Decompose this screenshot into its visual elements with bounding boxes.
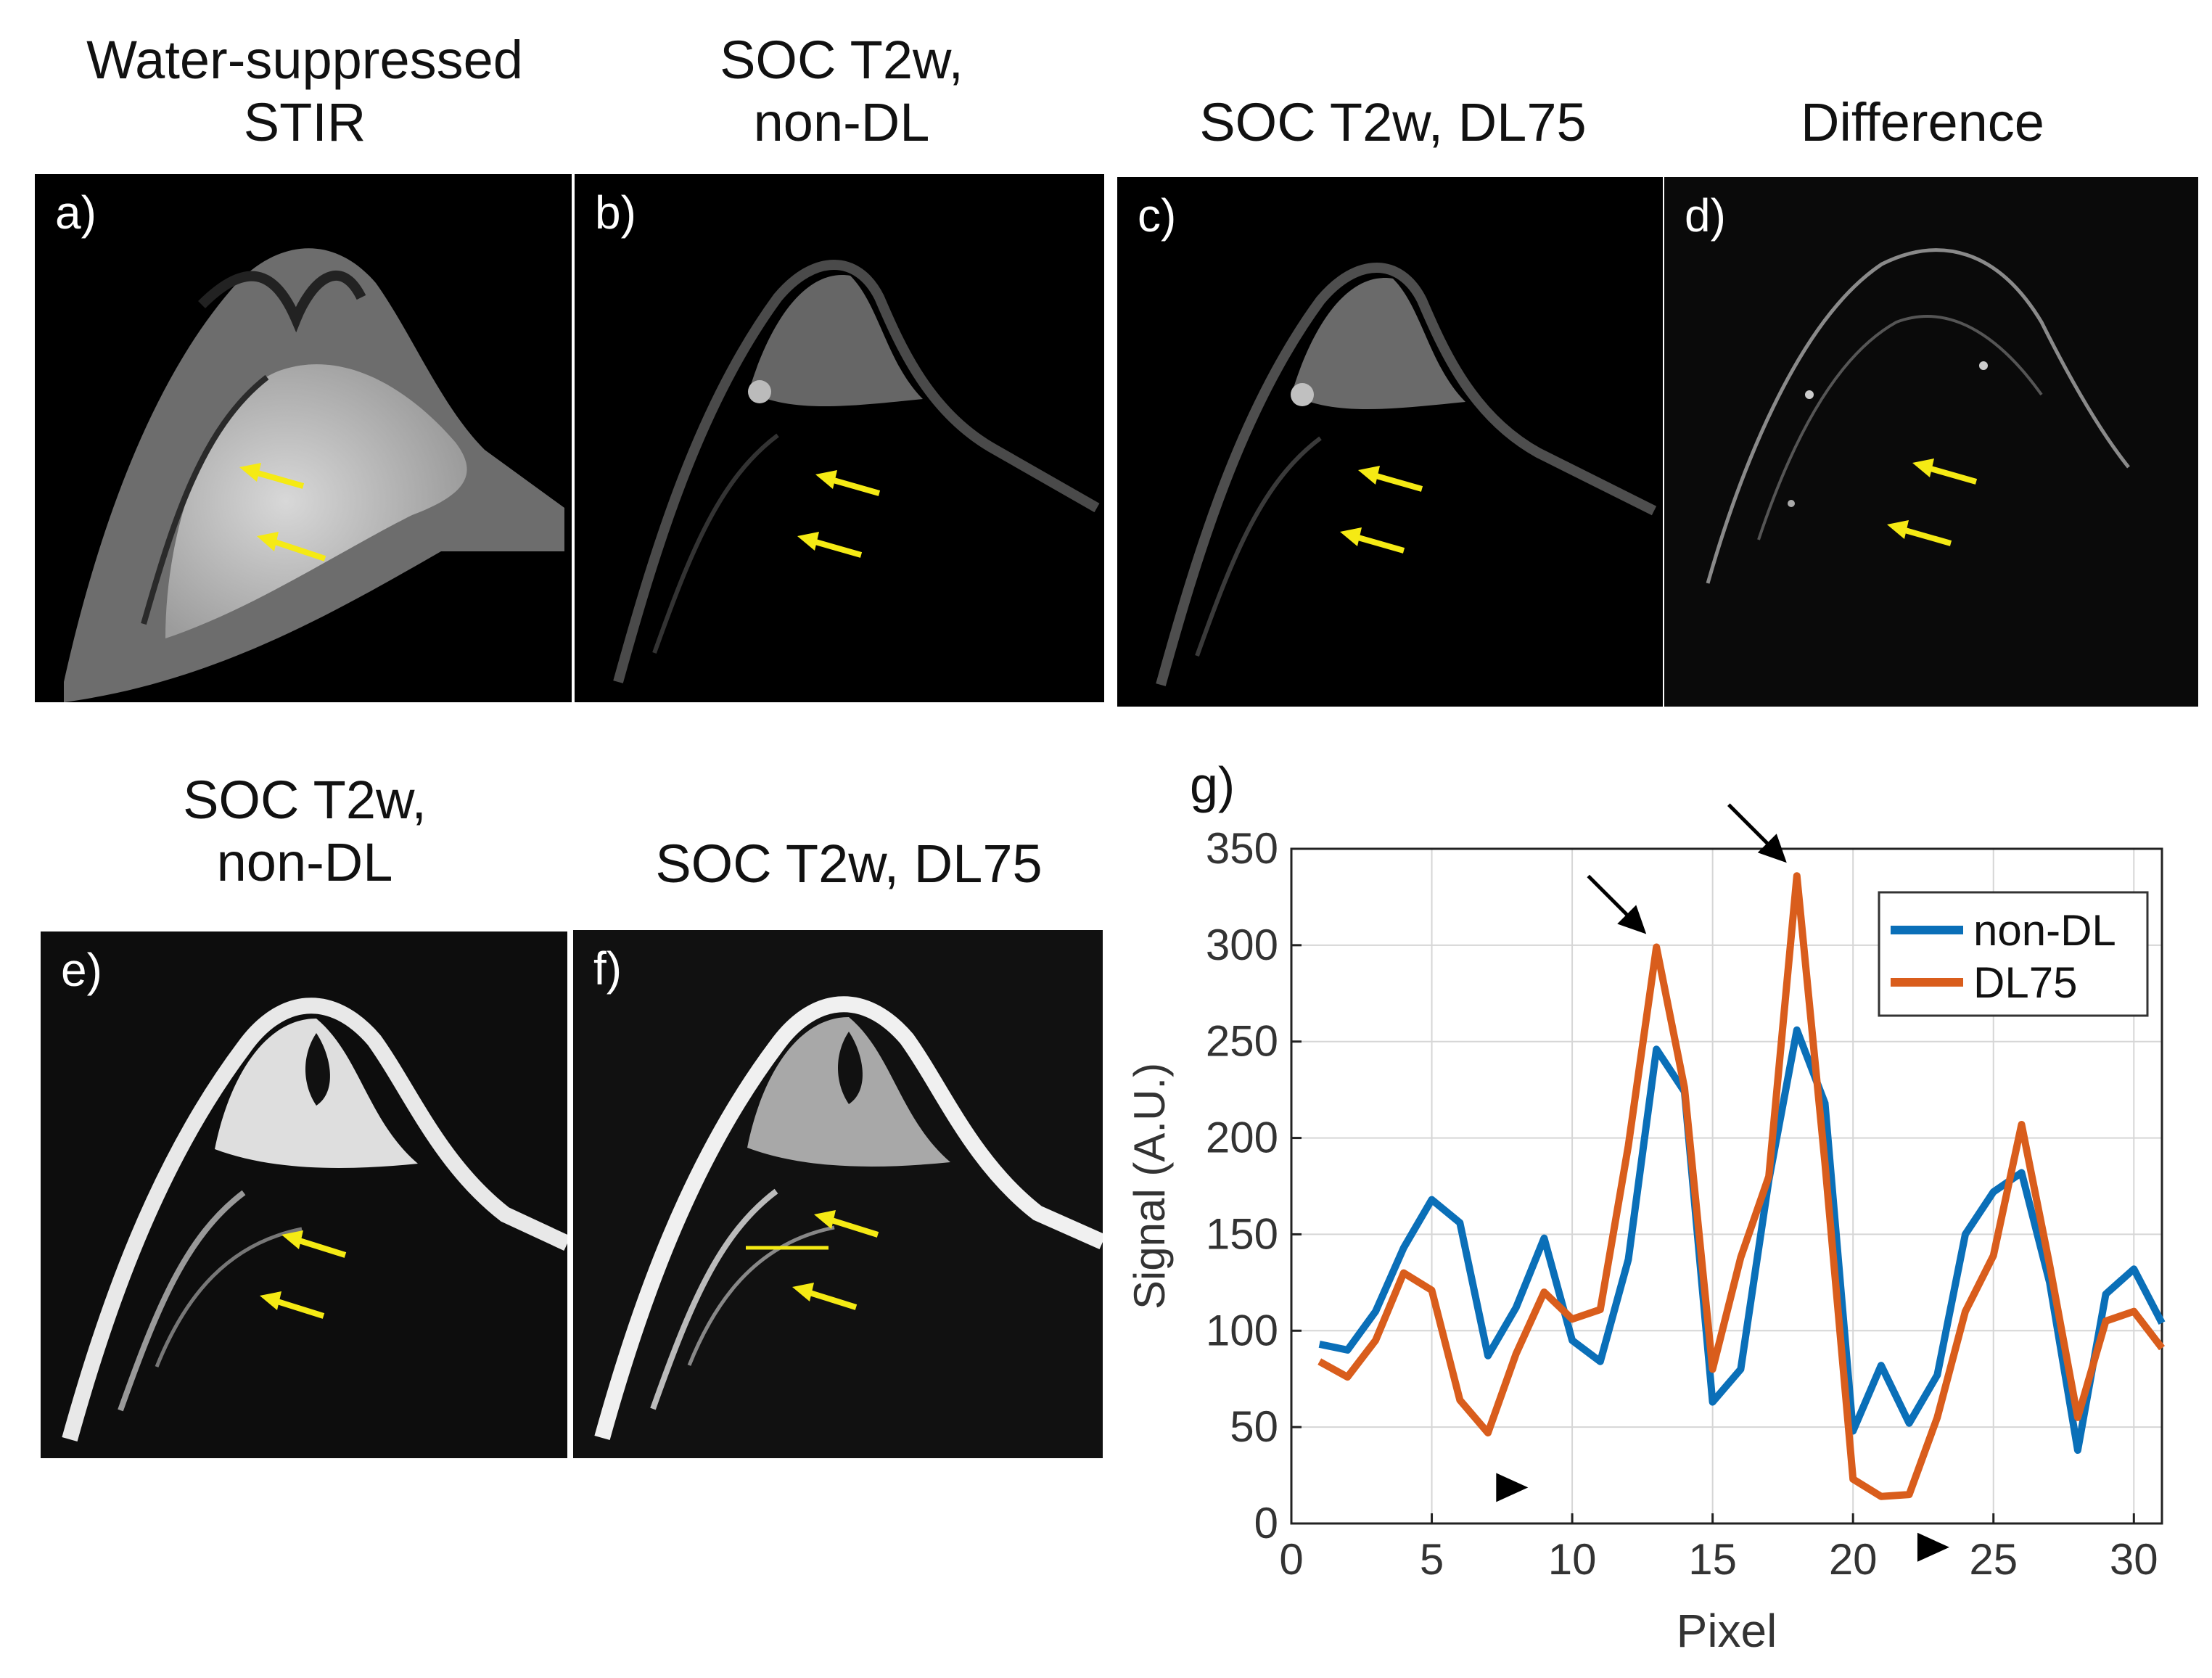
title-a: Water-suppressed STIR bbox=[29, 29, 580, 154]
title-b: SOC T2w, non-DL bbox=[580, 29, 1103, 154]
title-e-line2: non-DL bbox=[216, 832, 393, 892]
panel-a-arrow-2-head bbox=[257, 532, 279, 551]
x-tick-label-10: 10 bbox=[1548, 1535, 1597, 1584]
panel-a-arrows bbox=[239, 463, 326, 562]
panel-f-image: f) bbox=[573, 930, 1103, 1458]
title-b-line1: SOC T2w, bbox=[720, 30, 963, 90]
title-e-line1: SOC T2w, bbox=[183, 770, 427, 830]
panel-b-image: b) bbox=[575, 174, 1104, 702]
panel-a-image: a) bbox=[35, 174, 572, 702]
annotation-arrow-0 bbox=[1587, 874, 1635, 923]
legend-label-dl75: DL75 bbox=[1973, 958, 2077, 1007]
panel-e-image: e) bbox=[41, 931, 567, 1458]
chart-y-label: Signal (A.U.) bbox=[1125, 1063, 1174, 1309]
title-f: SOC T2w, DL75 bbox=[573, 833, 1124, 895]
panel-d-label: d) bbox=[1685, 189, 1726, 242]
title-c: SOC T2w, DL75 bbox=[1117, 91, 1669, 154]
annotation-arrow-head-1 bbox=[1757, 834, 1787, 863]
annotation-arrow-head-0 bbox=[1617, 905, 1647, 934]
x-tick-label-30: 30 bbox=[2110, 1535, 2158, 1584]
y-tick-label-200: 200 bbox=[1206, 1114, 1278, 1162]
x-tick-label-25: 25 bbox=[1969, 1535, 2018, 1584]
panel-f-mri bbox=[594, 996, 1103, 1440]
panel-b-arrows bbox=[797, 470, 881, 558]
legend-box bbox=[1878, 891, 2149, 1017]
panel-b-mri bbox=[613, 260, 1100, 683]
panel-d-arrows bbox=[1887, 458, 1978, 546]
chart-legend: non-DL DL75 bbox=[1878, 891, 2149, 1017]
y-tick-label-0: 0 bbox=[1254, 1499, 1278, 1547]
chart-series bbox=[1317, 872, 2166, 1500]
panel-c-mri bbox=[1156, 263, 1657, 686]
panel-e-mri bbox=[62, 998, 567, 1441]
title-d-line1: Difference bbox=[1801, 92, 2044, 152]
x-tick-label-20: 20 bbox=[1829, 1535, 1878, 1584]
panel-a-mri bbox=[64, 248, 564, 702]
panel-a-arrow-2 bbox=[269, 538, 326, 562]
chart-x-label: Pixel bbox=[1677, 1605, 1777, 1657]
panel-a-arrow-1-head bbox=[239, 463, 261, 482]
annotation-arrow-1 bbox=[1727, 803, 1775, 851]
title-b-line2: non-DL bbox=[753, 92, 930, 152]
y-tick-label-250: 250 bbox=[1206, 1017, 1278, 1066]
x-tick-label-5: 5 bbox=[1420, 1535, 1444, 1584]
title-a-line1: Water-suppressed bbox=[86, 30, 523, 90]
y-tick-label-150: 150 bbox=[1206, 1209, 1278, 1258]
panel-c-label: c) bbox=[1138, 189, 1177, 242]
title-e: SOC T2w, non-DL bbox=[44, 769, 566, 894]
title-a-line2: STIR bbox=[243, 92, 366, 152]
title-d: Difference bbox=[1669, 91, 2176, 154]
panel-e-arrows bbox=[260, 1230, 347, 1319]
y-tick-label-50: 50 bbox=[1230, 1402, 1278, 1451]
series-line-dl75 bbox=[1317, 872, 2165, 1500]
x-tick-label-15: 15 bbox=[1688, 1535, 1737, 1584]
title-c-line1: SOC T2w, DL75 bbox=[1199, 92, 1587, 152]
panel-d-image: d) bbox=[1664, 177, 2198, 707]
series-line-non-dl bbox=[1318, 1026, 2166, 1454]
annotation-arrowhead-2 bbox=[1496, 1473, 1529, 1502]
panel-f-label: f) bbox=[593, 942, 622, 995]
panel-c-arrows bbox=[1340, 466, 1423, 554]
title-f-line1: SOC T2w, DL75 bbox=[655, 834, 1043, 894]
x-tick-label-0: 0 bbox=[1279, 1535, 1303, 1584]
y-tick-label-300: 300 bbox=[1206, 921, 1278, 969]
panel-a-arrow-1 bbox=[251, 469, 305, 489]
chart-axes-box bbox=[1290, 847, 2163, 1525]
panel-f-arrows bbox=[746, 1210, 879, 1310]
legend-label-non-dl: non-DL bbox=[1973, 906, 2116, 955]
panel-e-label: e) bbox=[61, 944, 102, 996]
panel-a-label: a) bbox=[55, 186, 96, 239]
panel-c-image: c) bbox=[1117, 177, 1663, 707]
annotation-arrowhead-3 bbox=[1917, 1532, 1949, 1562]
y-tick-label-100: 100 bbox=[1206, 1306, 1278, 1354]
chart-annotations bbox=[1496, 803, 1949, 1562]
panel-b-label: b) bbox=[595, 186, 636, 239]
y-tick-label-350: 350 bbox=[1206, 824, 1278, 873]
chart-panel-label: g) bbox=[1190, 757, 1235, 813]
panel-d-mri bbox=[1706, 248, 2130, 584]
